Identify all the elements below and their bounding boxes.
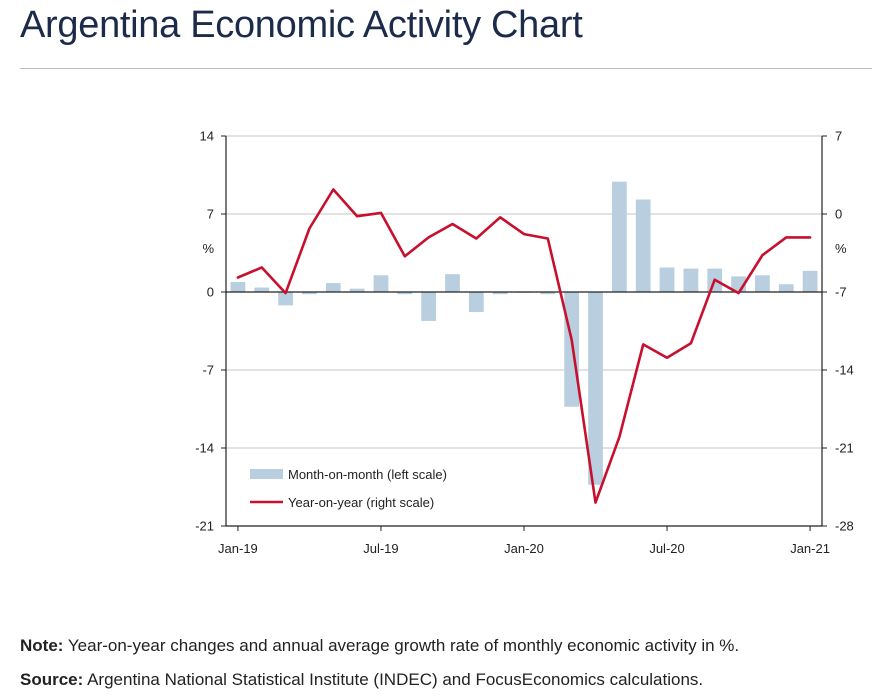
bar-mom-Feb-19 <box>254 287 270 292</box>
source-line: Source: Argentina National Statistical I… <box>20 670 703 690</box>
right-tick-label: -28 <box>835 519 854 534</box>
bar-mom-Feb-20 <box>540 292 556 295</box>
legend-swatch-mom <box>250 469 283 479</box>
left-tick-label: 7 <box>207 207 214 222</box>
bar-mom-Nov-20 <box>755 275 770 292</box>
legend-label-mom: Month-on-month (left scale) <box>288 467 447 482</box>
economic-activity-chart: 14 7 0 -7 -14 -21 7 0 -7 -14 -21 -28% % Jan-19 Jul-19 J… <box>195 129 854 557</box>
bar-mom-Jan-21 <box>802 270 818 292</box>
note-label: Note: <box>20 636 64 655</box>
bar-mom-Aug-20 <box>683 268 699 292</box>
bar-mom-Jul-20 <box>659 267 675 292</box>
right-tick-label: -14 <box>835 363 854 378</box>
x-tick-label: Jul-20 <box>649 541 684 556</box>
source-label: Source: <box>20 670 84 689</box>
bar-mom-Dec-20 <box>778 284 794 292</box>
left-tick-label: 0 <box>207 285 214 300</box>
right-tick-label: -7 <box>835 285 847 300</box>
right-axis-unit: % <box>835 241 847 256</box>
x-tick-label: Jan-21 <box>790 541 830 556</box>
line-yoy <box>236 188 812 504</box>
bar-mom-Mar-19 <box>278 292 293 306</box>
left-tick-label: 14 <box>200 129 214 144</box>
bar-mom-Apr-19 <box>302 292 317 295</box>
bar-mom-Aug-19 <box>397 292 413 295</box>
right-tick-label: -21 <box>835 441 854 456</box>
bar-mom-May-20 <box>611 181 627 292</box>
left-tick-label: -7 <box>202 363 214 378</box>
x-tick-label: Jan-19 <box>218 541 258 556</box>
bar-mom-Jan-19 <box>230 281 246 292</box>
title-divider <box>20 68 872 69</box>
bar-mom-Apr-20 <box>588 292 603 485</box>
note-line: Note: Year-on-year changes and annual av… <box>20 636 739 656</box>
note-text: Year-on-year changes and annual average … <box>67 636 740 655</box>
bar-mom-Oct-19 <box>445 274 460 292</box>
right-tick-label: 0 <box>835 207 842 222</box>
bar-mom-May-19 <box>325 283 341 292</box>
page-title: Argentina Economic Activity Chart <box>20 4 583 46</box>
bar-mom-Jun-20 <box>635 199 651 292</box>
right-tick-label: 7 <box>835 129 842 144</box>
legend-label-yoy: Year-on-year (right scale) <box>288 495 434 510</box>
x-tick-label: Jan-20 <box>504 541 544 556</box>
bar-mom-Dec-19 <box>492 292 508 295</box>
bar-mom-Nov-19 <box>468 292 484 313</box>
bar-mom-Sep-19 <box>421 292 437 321</box>
left-axis-unit: % <box>202 241 214 256</box>
source-text: Argentina National Statistical Institute… <box>87 670 704 689</box>
bar-mom-Jul-19 <box>373 275 389 292</box>
bar-mom-Mar-20 <box>564 292 580 407</box>
left-tick-label: -14 <box>195 441 214 456</box>
left-tick-label: -21 <box>195 519 214 534</box>
x-tick-label: Jul-19 <box>363 541 398 556</box>
bar-mom-Jun-19 <box>349 288 365 292</box>
